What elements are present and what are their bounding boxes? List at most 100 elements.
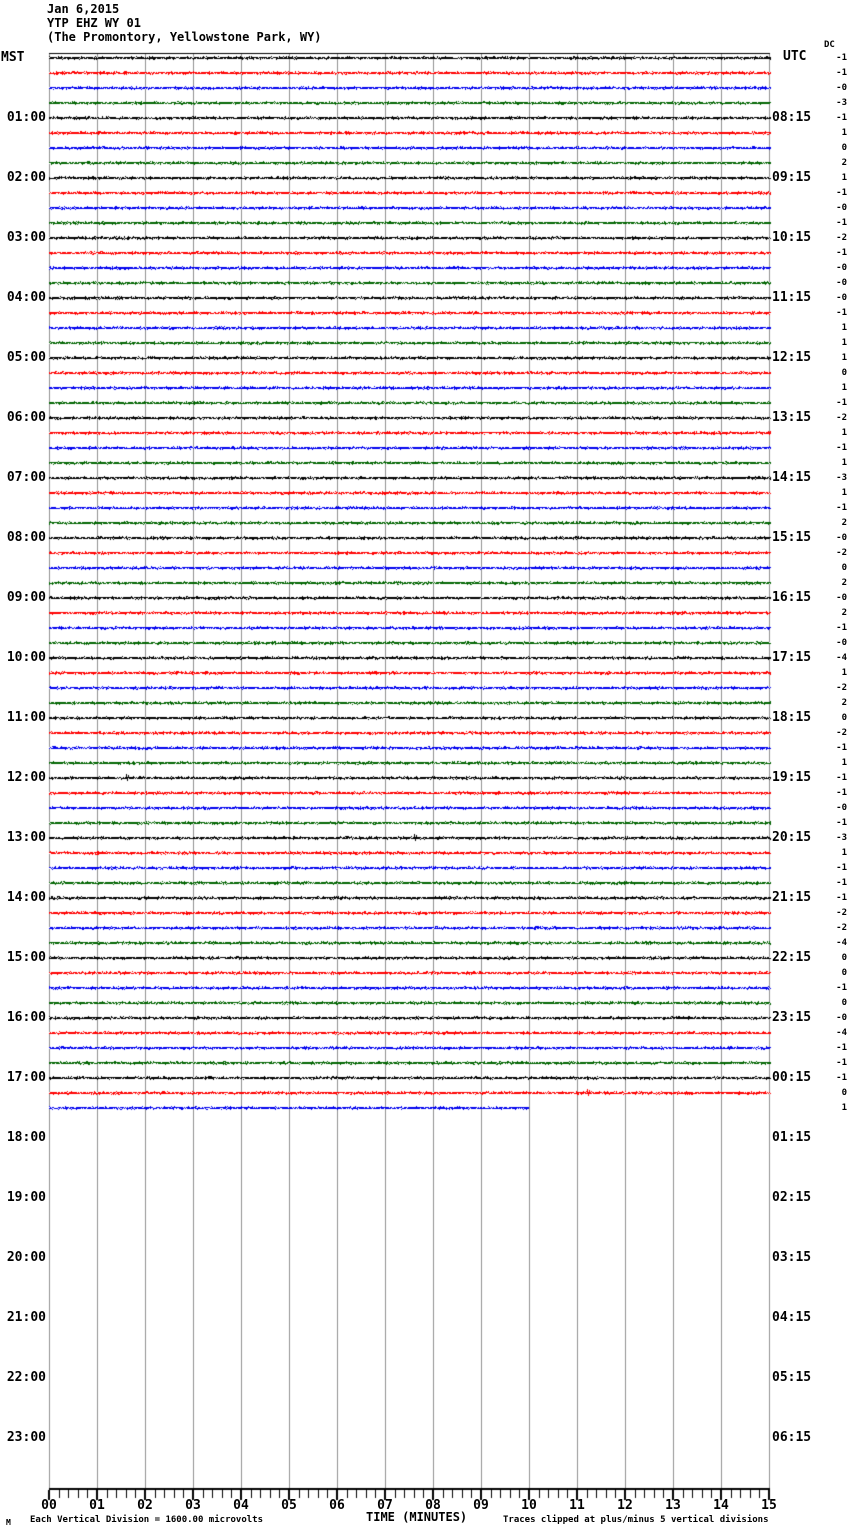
left-hour-label: 19:00 [6, 1190, 46, 1205]
x-tick-label: 02 [137, 1498, 153, 1513]
dc-value: -1 [836, 1043, 847, 1053]
dc-value: 0 [841, 143, 847, 153]
left-hour-label: 20:00 [6, 1250, 46, 1265]
vertical-division-note: Each Vertical Division = 1600.00 microvo… [30, 1515, 263, 1525]
x-tick-label: 11 [569, 1498, 585, 1513]
right-hour-label: 17:15 [772, 650, 812, 665]
dc-value: -4 [836, 938, 847, 948]
dc-value: -2 [836, 548, 847, 558]
right-hour-label: 08:15 [772, 110, 812, 125]
dc-value: 0 [841, 953, 847, 963]
dc-value: -2 [836, 233, 847, 243]
dc-value: -0 [836, 263, 847, 273]
left-hour-label: 23:00 [6, 1430, 46, 1445]
dc-value: 1 [841, 488, 847, 498]
x-tick-label: 13 [665, 1498, 681, 1513]
left-hour-label: 15:00 [6, 950, 46, 965]
right-hour-label: 12:15 [772, 350, 812, 365]
dc-value: -1 [836, 53, 847, 63]
right-axis-unit-label: UTC [783, 49, 807, 64]
dc-value: 0 [841, 998, 847, 1008]
x-tick-label: 04 [233, 1498, 249, 1513]
dc-value: -1 [836, 398, 847, 408]
dc-value: -1 [836, 878, 847, 888]
dc-value: -1 [836, 308, 847, 318]
dc-value: -1 [836, 788, 847, 798]
dc-value: -3 [836, 98, 847, 108]
x-tick-label: 05 [281, 1498, 297, 1513]
dc-value: 2 [841, 578, 847, 588]
dc-value: 1 [841, 353, 847, 363]
x-tick-label: 14 [713, 1498, 729, 1513]
dc-value: 1 [841, 428, 847, 438]
dc-value: -3 [836, 473, 847, 483]
dc-value: -1 [836, 773, 847, 783]
dc-value: 1 [841, 848, 847, 858]
right-hour-label: 03:15 [772, 1250, 812, 1265]
dc-value: 2 [841, 608, 847, 618]
x-tick-label: 07 [377, 1498, 393, 1513]
dc-value: -1 [836, 1073, 847, 1083]
right-hour-label: 18:15 [772, 710, 812, 725]
right-hour-label: 23:15 [772, 1010, 812, 1025]
dc-value: -1 [836, 743, 847, 753]
left-hour-label: 22:00 [6, 1370, 46, 1385]
x-tick-label: 09 [473, 1498, 489, 1513]
left-hour-label: 13:00 [6, 830, 46, 845]
dc-value: 1 [841, 758, 847, 768]
left-hour-label: 07:00 [6, 470, 46, 485]
left-hour-label: 06:00 [6, 410, 46, 425]
right-hour-label: 13:15 [772, 410, 812, 425]
dc-value: 0 [841, 968, 847, 978]
left-hour-label: 21:00 [6, 1310, 46, 1325]
right-hour-label: 19:15 [772, 770, 812, 785]
right-hour-label: 06:15 [772, 1430, 812, 1445]
location-title: (The Promontory, Yellowstone Park, WY) [47, 30, 322, 44]
dc-value: -0 [836, 638, 847, 648]
dc-value: -0 [836, 278, 847, 288]
dc-value: 1 [841, 1103, 847, 1113]
dc-value: 2 [841, 698, 847, 708]
left-hour-label: 01:00 [6, 110, 46, 125]
left-hour-label: 03:00 [6, 230, 46, 245]
right-hour-label: 09:15 [772, 170, 812, 185]
dc-value: -2 [836, 923, 847, 933]
dc-value: 1 [841, 173, 847, 183]
left-hour-label: 10:00 [6, 650, 46, 665]
footer-marker: M [6, 1518, 11, 1527]
right-hour-label: 04:15 [772, 1310, 812, 1325]
left-axis-unit-label: MST [1, 50, 25, 65]
dc-value: -0 [836, 533, 847, 543]
left-hour-label: 02:00 [6, 170, 46, 185]
dc-value: -1 [836, 893, 847, 903]
dc-value: -0 [836, 293, 847, 303]
right-hour-label: 14:15 [772, 470, 812, 485]
dc-value: 1 [841, 323, 847, 333]
right-hour-label: 01:15 [772, 1130, 812, 1145]
right-hour-label: 02:15 [772, 1190, 812, 1205]
x-tick-label: 12 [617, 1498, 633, 1513]
dc-value: -1 [836, 863, 847, 873]
dc-value: 1 [841, 383, 847, 393]
right-hour-label: 11:15 [772, 290, 812, 305]
x-tick-label: 01 [89, 1498, 105, 1513]
x-tick-label: 00 [41, 1498, 57, 1513]
dc-value: 2 [841, 518, 847, 528]
dc-value: 1 [841, 128, 847, 138]
x-tick-label: 06 [329, 1498, 345, 1513]
dc-value: 2 [841, 158, 847, 168]
left-hour-label: 09:00 [6, 590, 46, 605]
x-tick-label: 10 [521, 1498, 537, 1513]
dc-value: -1 [836, 443, 847, 453]
left-hour-label: 12:00 [6, 770, 46, 785]
station-title: YTP EHZ WY 01 [47, 16, 141, 30]
dc-value: 0 [841, 713, 847, 723]
dc-value: 0 [841, 563, 847, 573]
dc-value: -2 [836, 908, 847, 918]
dc-value: -2 [836, 413, 847, 423]
dc-value: 1 [841, 458, 847, 468]
dc-value: -1 [836, 188, 847, 198]
right-hour-label: 21:15 [772, 890, 812, 905]
dc-value: -3 [836, 833, 847, 843]
